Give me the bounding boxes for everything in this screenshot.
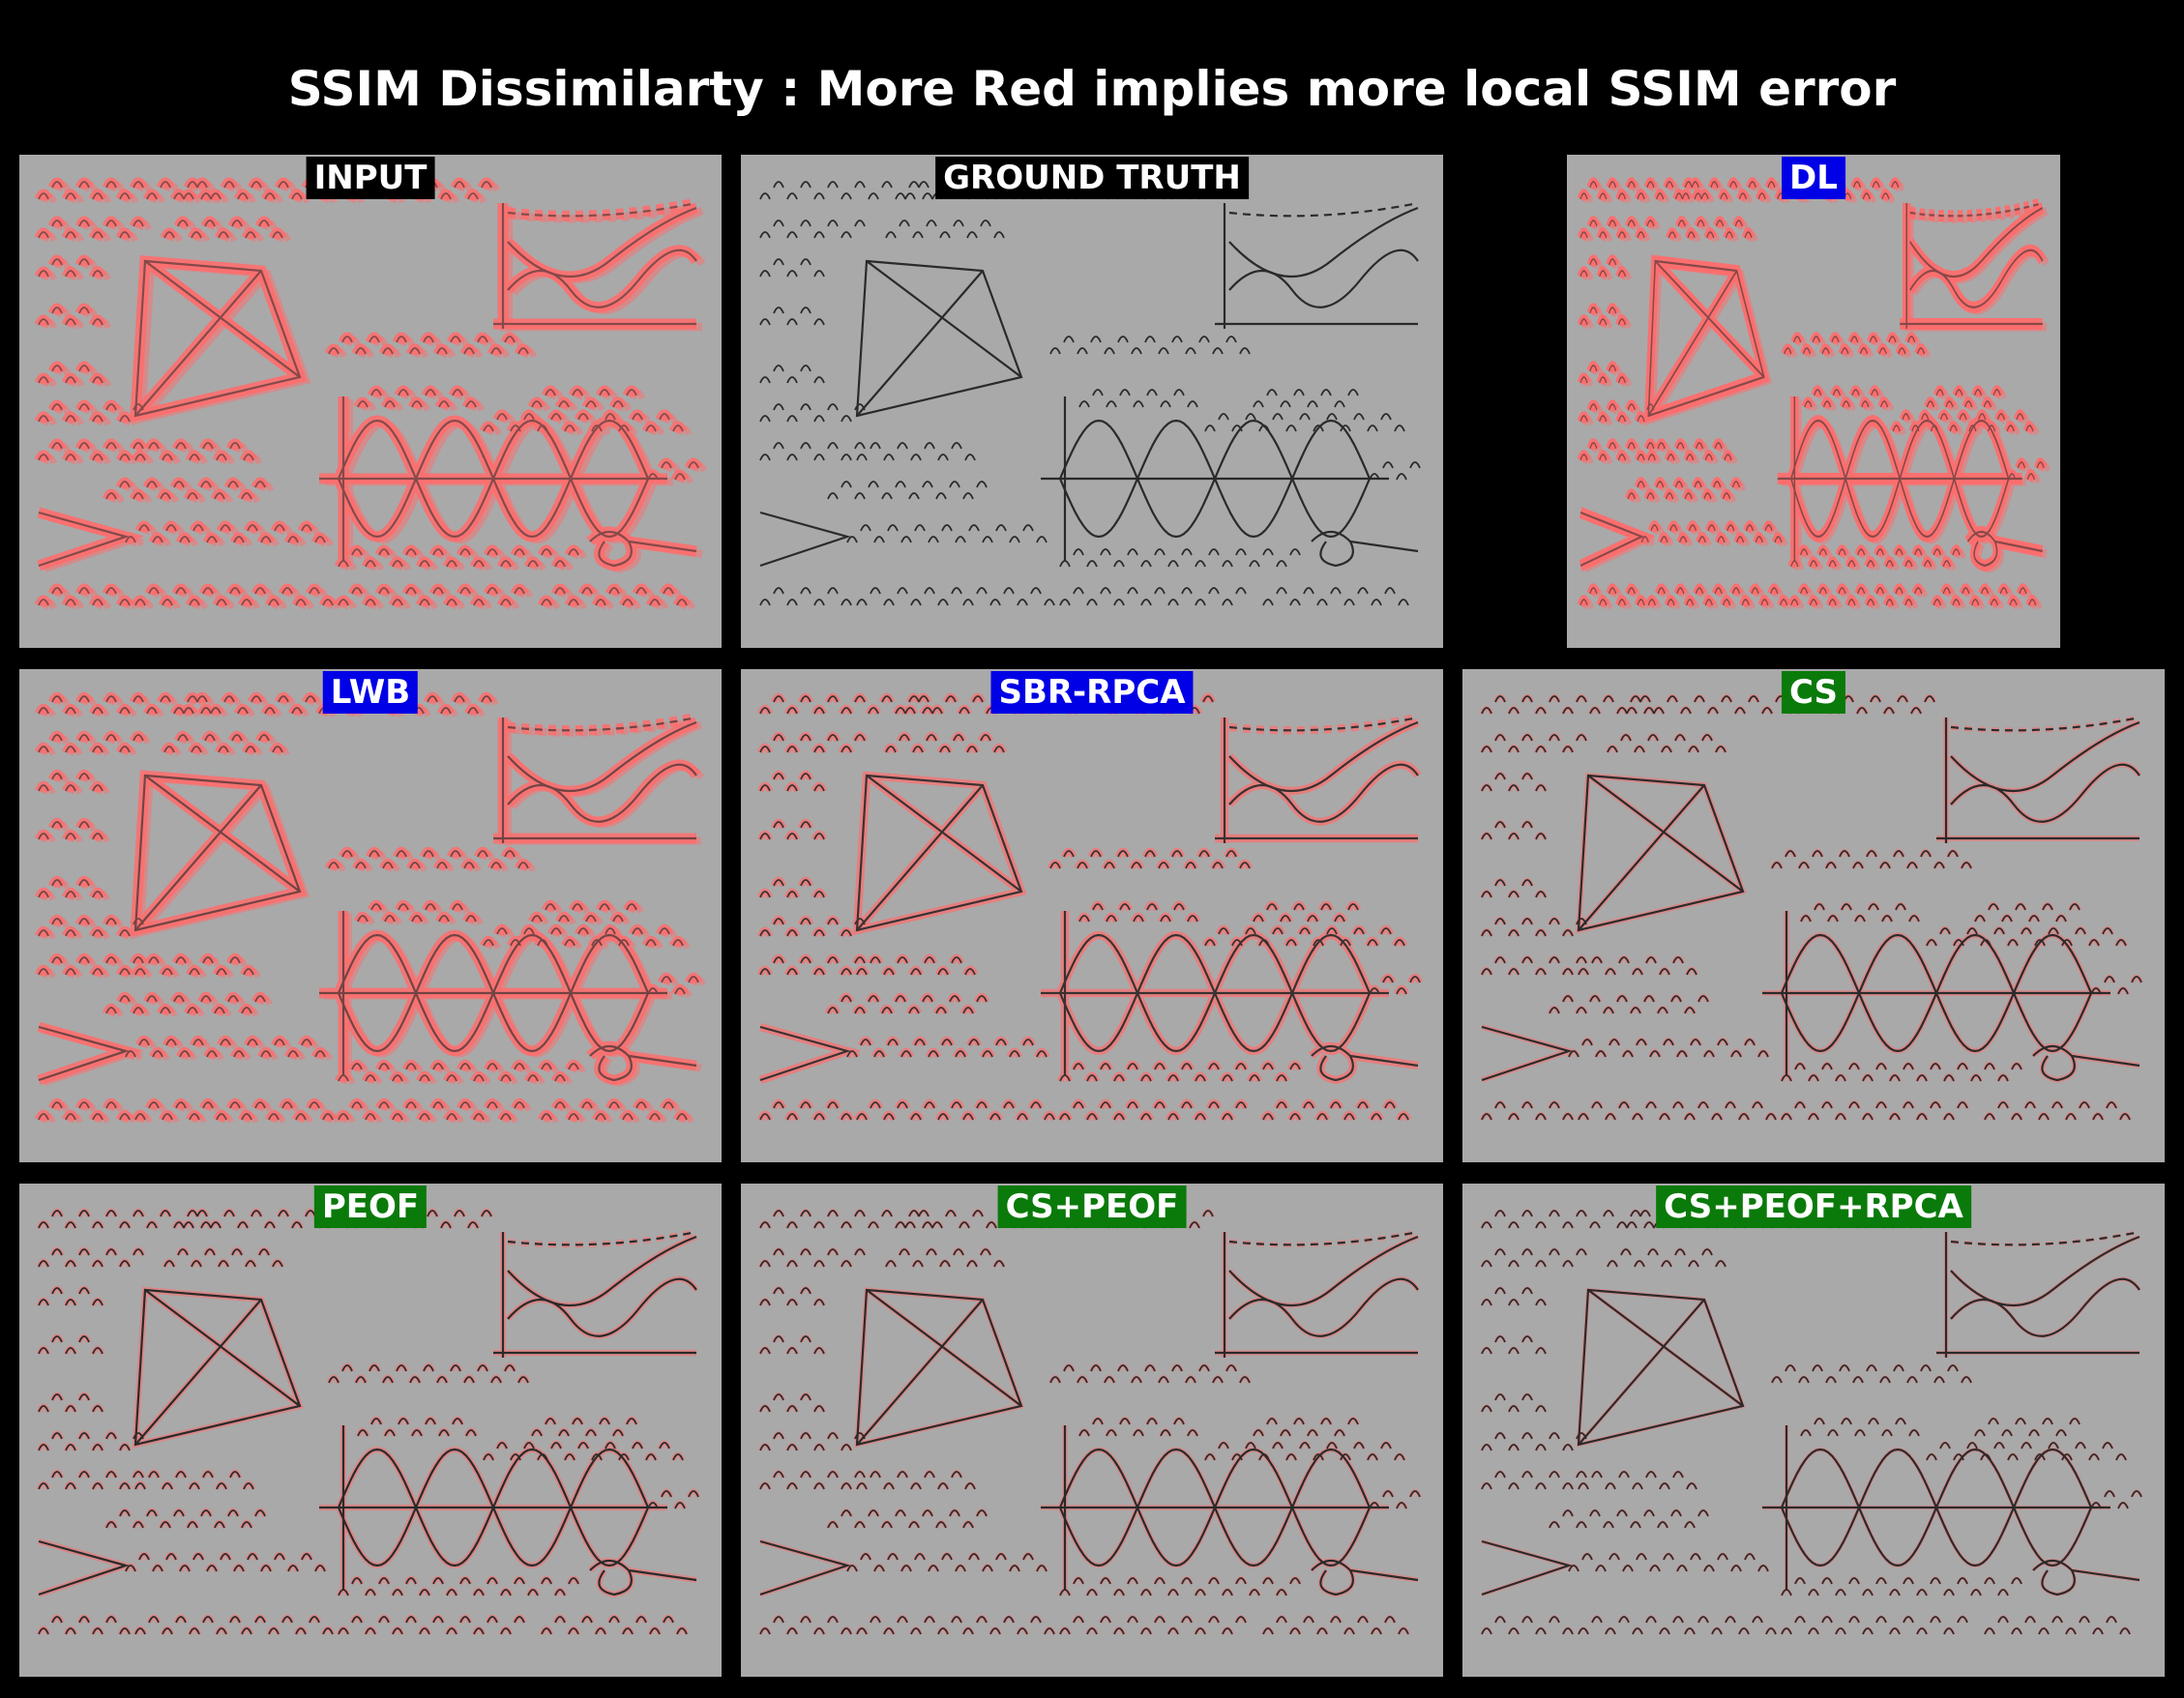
panel-dl: DL	[1567, 155, 2060, 648]
board-image	[1462, 669, 2165, 1162]
panel-peof: PEOF	[19, 1184, 722, 1677]
figure-title: SSIM Dissimilarty : More Red implies mor…	[287, 61, 1897, 117]
panel-label: CS	[1781, 671, 1846, 714]
panel-label: GROUND TRUTH	[935, 157, 1249, 199]
board-image	[741, 1184, 1443, 1677]
panel-label: SBR-RPCA	[990, 671, 1194, 714]
panel-label: CS+PEOF+RPCA	[1656, 1186, 1971, 1228]
panel-lwb: LWB	[19, 669, 722, 1162]
panel-cs-peof: CS+PEOF	[741, 1184, 1443, 1677]
board-image	[19, 1184, 722, 1677]
panel-label: INPUT	[306, 157, 435, 199]
board-image	[1567, 155, 2060, 648]
panel-sbr-rpca: SBR-RPCA	[741, 669, 1443, 1162]
board-image	[19, 155, 722, 648]
board-image	[741, 669, 1443, 1162]
board-image	[1462, 1184, 2165, 1677]
board-image	[19, 669, 722, 1162]
panel-label: DL	[1782, 157, 1845, 199]
panel-cs-peof-rpca: CS+PEOF+RPCA	[1462, 1184, 2165, 1677]
board-image	[741, 155, 1443, 648]
panel-label: PEOF	[313, 1186, 428, 1228]
panel-label: LWB	[322, 671, 419, 714]
panel-cs: CS	[1462, 669, 2165, 1162]
panel-input: INPUT	[19, 155, 722, 648]
panel-ground-truth: GROUND TRUTH	[741, 155, 1443, 648]
panel-label: CS+PEOF	[997, 1186, 1187, 1228]
